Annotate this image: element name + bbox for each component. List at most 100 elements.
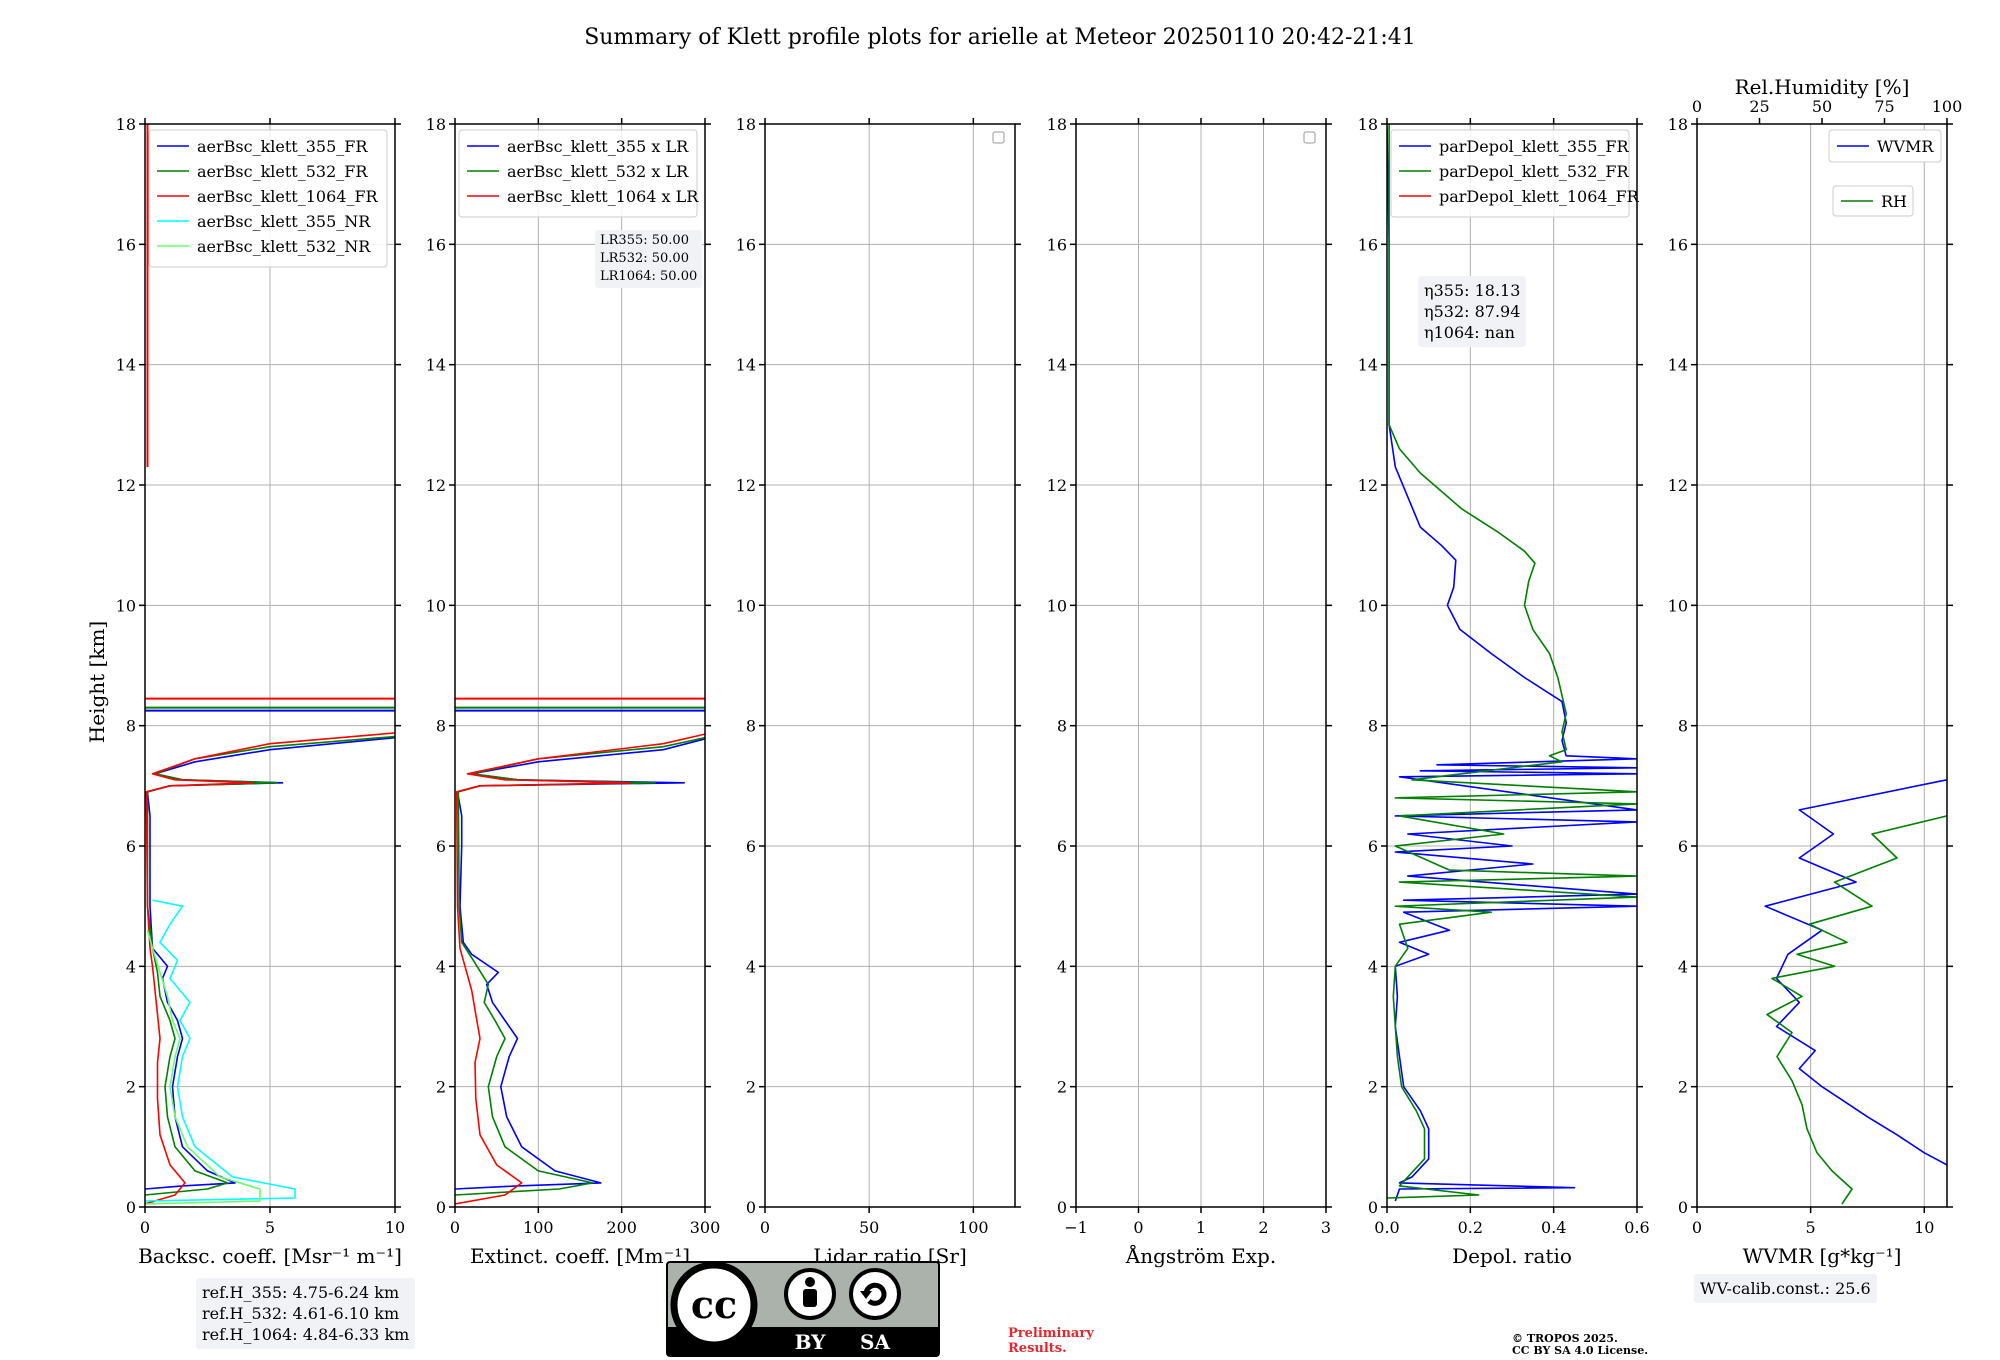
legend-box <box>1390 129 1630 218</box>
sa-share-icon <box>849 1268 901 1320</box>
axes-frame <box>454 123 706 1208</box>
panel-depol: 0 2 4 6 8 10 12 14 16 18 0.0 0.2 0.4 0.6 Depol. ratio p… <box>1358 115 1650 1268</box>
lr-355: LR355: 50.00 <box>600 233 689 248</box>
preliminary-line-2: Results. <box>1008 1341 1067 1356</box>
axes-frame <box>144 123 396 1208</box>
x-tick-label: 0 <box>140 1218 150 1237</box>
y-tick-label: 6 <box>746 837 756 856</box>
y-tick-label: 2 <box>746 1078 756 1097</box>
y-tick-label: 4 <box>436 957 446 976</box>
top-tick-label: 0 <box>1692 97 1702 116</box>
series-aerBsc_klett_532 x LR <box>455 736 705 1196</box>
y-tick-label: 10 <box>1668 596 1688 615</box>
copyright-line-2: CC BY SA 4.0 License. <box>1512 1344 1649 1357</box>
y-tick-label: 4 <box>1057 957 1067 976</box>
legend-label: parDepol_klett_1064_FR <box>1439 187 1640 206</box>
lr-1064: LR1064: 50.00 <box>600 269 698 284</box>
y-tick-label: 0 <box>1678 1198 1688 1217</box>
x-tick-label: 0.6 <box>1624 1218 1649 1237</box>
y-tick-label: 8 <box>746 717 756 736</box>
svg-text:cc: cc <box>691 1282 737 1327</box>
legend: parDepol_klett_355_FR parDepol_klett_532_… <box>1390 129 1640 218</box>
legend-label: WVMR <box>1877 137 1934 156</box>
legend: aerBsc_klett_355 x LR aerBsc_klett_532 x … <box>458 129 699 218</box>
eta-532: η532: 87.94 <box>1424 302 1521 321</box>
legend-label: aerBsc_klett_532_NR <box>197 237 371 256</box>
legend-label: aerBsc_klett_1064 x LR <box>507 187 699 206</box>
cc-by-sa-badge: cc BY SA <box>666 1261 940 1357</box>
y-tick-label: 8 <box>436 717 446 736</box>
y-tick-label: 12 <box>1668 476 1688 495</box>
axes-frame <box>764 123 1016 1208</box>
y-tick-label: 0 <box>1368 1198 1378 1217</box>
series-RH <box>1766 815 1947 1205</box>
x-tick-label: 100 <box>523 1218 554 1237</box>
y-tick-label: 12 <box>426 476 446 495</box>
ref-height-532: ref.H_532: 4.61-6.10 km <box>202 1304 400 1323</box>
y-tick-label: 10 <box>116 596 136 615</box>
x-tick-label: 300 <box>690 1218 721 1237</box>
panel-backscatter: 0 2 4 6 8 10 12 14 16 18 0 5 10 Backsc. coeff. [Msr⁻¹… <box>116 115 406 1268</box>
x-axis-label: Extinct. coeff. [Mm⁻¹] <box>470 1244 690 1268</box>
y-tick-label: 14 <box>426 356 446 375</box>
copyright-line-1: © TROPOS 2025. <box>1512 1332 1618 1345</box>
x-axis-label: WVMR [g*kg⁻¹] <box>1743 1244 1902 1268</box>
y-tick-label: 14 <box>1358 356 1378 375</box>
empty-legend <box>1303 131 1316 144</box>
y-tick-label: 14 <box>116 356 136 375</box>
top-tick-label: 75 <box>1874 97 1894 116</box>
legend-box <box>1828 129 1942 163</box>
preliminary-line-1: Preliminary <box>1008 1326 1094 1341</box>
y-tick-label: 8 <box>126 717 136 736</box>
x-tick-label: 3 <box>1321 1218 1331 1237</box>
x-tick-label: 0 <box>1133 1218 1143 1237</box>
x-tick-label: 0 <box>450 1218 460 1237</box>
y-tick-label: 16 <box>1047 235 1067 254</box>
y-tick-label: 16 <box>426 235 446 254</box>
axes-frame <box>1075 123 1327 1208</box>
eta-1064: η1064: nan <box>1424 323 1515 342</box>
preliminary-note: Preliminary Results. <box>1008 1326 1094 1356</box>
axes-frame <box>1696 123 1948 1208</box>
y-tick-label: 0 <box>746 1198 756 1217</box>
y-tick-label: 12 <box>1047 476 1067 495</box>
y-tick-label: 0 <box>1057 1198 1067 1217</box>
legend-label: aerBsc_klett_532_FR <box>197 162 368 181</box>
empty-legend <box>992 131 1005 144</box>
y-tick-label: 18 <box>736 115 756 134</box>
series-aerBsc_klett_1064 x LR <box>455 733 705 1205</box>
copyright-note: © TROPOS 2025. CC BY SA 4.0 License. <box>1512 1333 1648 1357</box>
y-tick-label: 2 <box>1368 1078 1378 1097</box>
x-tick-label: 0 <box>1692 1218 1702 1237</box>
y-tick-label: 18 <box>1668 115 1688 134</box>
legend-box <box>148 129 388 268</box>
top-tick-label: 100 <box>1932 97 1963 116</box>
y-tick-label: 6 <box>1368 837 1378 856</box>
y-tick-label: 12 <box>736 476 756 495</box>
series-aerBsc_klett_532_FR <box>145 735 395 1196</box>
top-axis-label: Rel.Humidity [%] <box>1735 75 1910 99</box>
y-tick-label: 8 <box>1678 717 1688 736</box>
legend-rh: RH <box>1832 185 1914 217</box>
legend-label: RH <box>1881 192 1907 211</box>
wv-calib-const: WV-calib.const.: 25.6 <box>1700 1279 1871 1298</box>
x-tick-label: −1 <box>1064 1218 1088 1237</box>
x-tick-label: 0.2 <box>1458 1218 1483 1237</box>
lidar-ratio-box: LR355: 50.00 LR532: 50.00 LR1064: 50.00 <box>595 230 703 288</box>
x-tick-label: 50 <box>859 1218 879 1237</box>
y-tick-label: 6 <box>436 837 446 856</box>
y-tick-label: 6 <box>1678 837 1688 856</box>
cc-icon: cc <box>670 1261 758 1349</box>
y-tick-label: 16 <box>1358 235 1378 254</box>
cc-by-label: BY <box>795 1330 827 1354</box>
x-axis-label: Ångström Exp. <box>1125 1243 1276 1268</box>
top-tick-label: 25 <box>1749 97 1769 116</box>
legend-label: aerBsc_klett_355 x LR <box>507 137 689 156</box>
x-tick-label: 200 <box>606 1218 637 1237</box>
lr-532: LR532: 50.00 <box>600 251 689 266</box>
legend-label: aerBsc_klett_1064_FR <box>197 187 379 206</box>
